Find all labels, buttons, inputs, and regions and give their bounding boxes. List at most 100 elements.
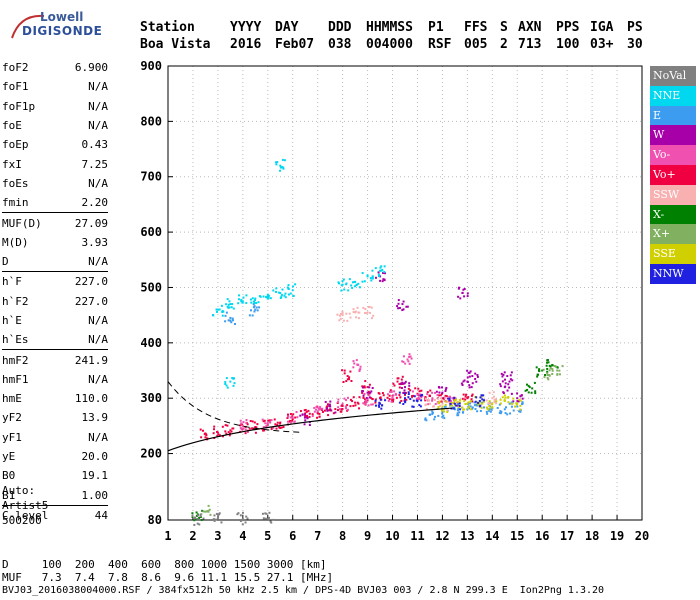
data-point (366, 386, 369, 389)
data-point (519, 399, 522, 402)
x-tick-label: 19 (610, 529, 624, 543)
data-point (436, 401, 439, 404)
data-point (408, 355, 411, 358)
data-point (428, 394, 431, 397)
data-point (426, 393, 429, 396)
param-value: N/A (88, 176, 108, 190)
data-point (474, 377, 477, 380)
data-point (291, 416, 294, 419)
data-point (213, 425, 216, 428)
data-point (369, 277, 372, 280)
header-value-0: Boa Vista (140, 37, 211, 52)
param-name: M(D) (2, 235, 29, 249)
data-point (456, 404, 459, 407)
data-point (291, 289, 294, 292)
data-point (258, 306, 261, 309)
data-point (366, 311, 369, 314)
data-point (409, 389, 412, 392)
data-point (381, 404, 384, 407)
data-point (480, 394, 483, 397)
data-point (424, 396, 427, 399)
data-point (217, 514, 220, 517)
data-point (366, 274, 369, 277)
data-point (503, 371, 506, 374)
data-point (366, 398, 369, 401)
data-point (227, 319, 230, 322)
data-point (471, 400, 474, 403)
data-point (521, 397, 524, 400)
data-point (231, 319, 234, 322)
data-point (434, 402, 437, 405)
data-point (203, 433, 206, 436)
auto-scaling-info: Auto: Artist5 500200 (2, 484, 48, 527)
data-point (456, 409, 459, 412)
data-point (399, 383, 402, 386)
data-point (545, 364, 548, 367)
data-point (441, 412, 444, 415)
header-value-1: 2016 (230, 37, 262, 52)
data-point (445, 400, 448, 403)
data-point (504, 412, 507, 415)
data-point (225, 384, 228, 387)
data-point (229, 319, 232, 322)
param-name: fxI (2, 157, 22, 171)
data-point (229, 432, 232, 435)
data-point (224, 430, 227, 433)
data-point (508, 386, 511, 389)
data-point (337, 401, 340, 404)
data-point (252, 427, 255, 430)
data-point (466, 376, 469, 379)
param-value: N/A (88, 430, 108, 444)
data-point (549, 365, 552, 368)
data-point (264, 512, 267, 515)
data-point (561, 365, 564, 368)
data-point (408, 382, 411, 385)
data-point (458, 404, 461, 407)
data-point (506, 413, 509, 416)
data-point (237, 298, 240, 301)
data-point (412, 405, 415, 408)
data-point (427, 403, 430, 406)
data-point (466, 407, 469, 410)
data-point (449, 404, 452, 407)
data-point (387, 399, 390, 402)
data-point (240, 422, 243, 425)
data-point (476, 374, 479, 377)
data-point (363, 392, 366, 395)
data-point (359, 365, 362, 368)
data-point (315, 405, 318, 408)
data-point (271, 426, 274, 429)
data-point (270, 428, 273, 431)
data-point (275, 163, 278, 166)
data-point (425, 407, 428, 410)
data-point (503, 399, 506, 402)
data-point (218, 434, 221, 437)
data-point (334, 411, 337, 414)
data-point (439, 404, 442, 407)
data-point (477, 401, 480, 404)
param-row: fmin 2.20 (2, 193, 108, 212)
data-point (280, 295, 283, 298)
data-point (420, 389, 423, 392)
data-point (420, 396, 423, 399)
data-point (262, 429, 265, 432)
data-point (252, 300, 255, 303)
data-point (286, 420, 289, 423)
data-point (352, 360, 355, 363)
data-point (357, 282, 360, 285)
data-point (215, 310, 218, 313)
data-point (438, 400, 441, 403)
data-point (396, 380, 399, 383)
param-value: N/A (88, 80, 108, 94)
data-point (374, 404, 377, 407)
data-point (328, 404, 331, 407)
data-point (347, 408, 350, 411)
param-value: 6.900 (74, 61, 108, 75)
data-point (198, 523, 201, 526)
data-point (440, 392, 443, 395)
data-point (398, 383, 401, 386)
data-point (350, 284, 353, 287)
data-point (225, 377, 228, 380)
data-point (214, 518, 217, 521)
data-point (519, 404, 522, 407)
